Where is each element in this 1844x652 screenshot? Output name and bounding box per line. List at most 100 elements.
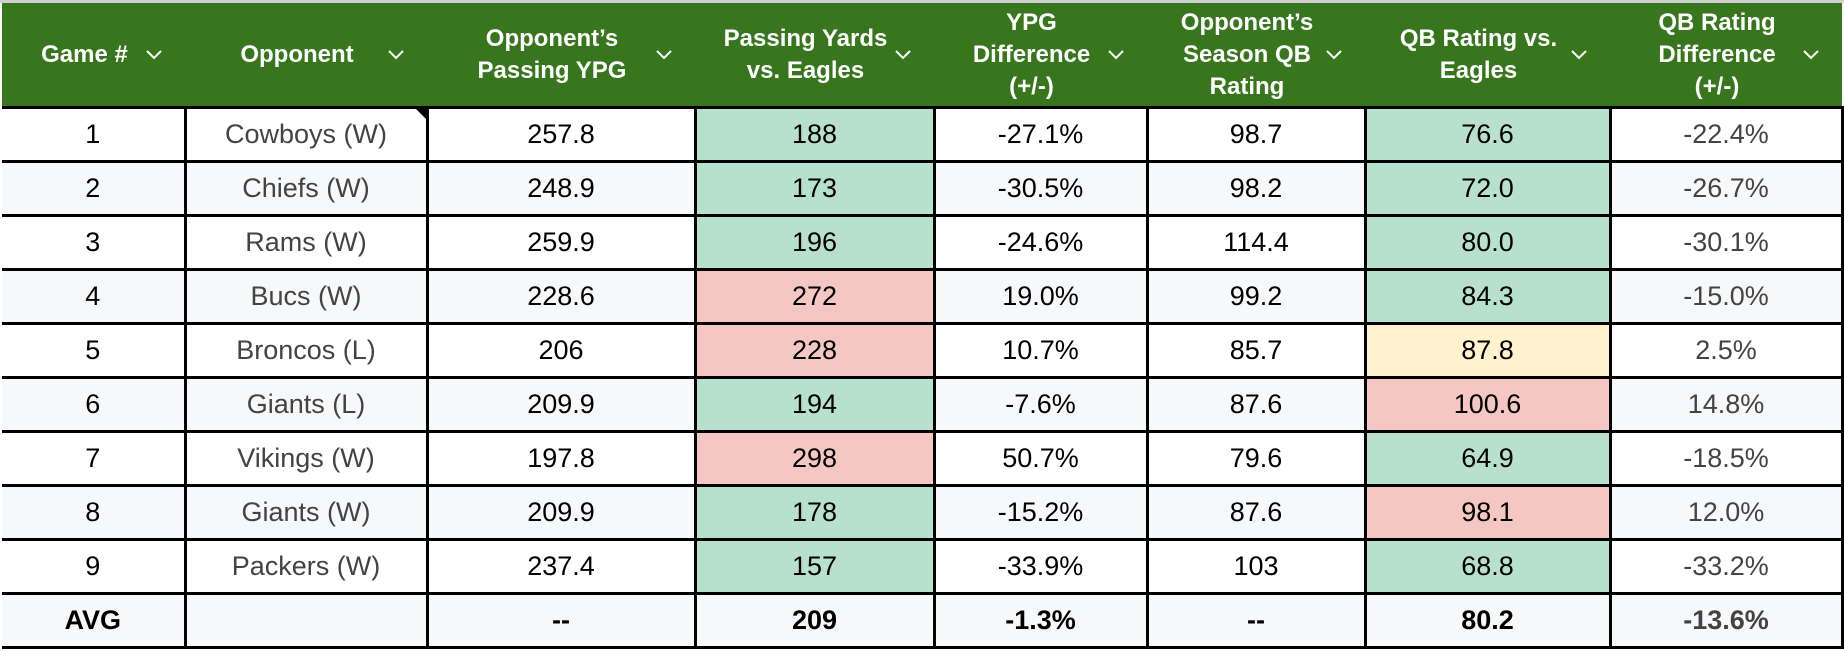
- cell-ypg-difference[interactable]: -30.5%: [932, 160, 1149, 217]
- cell-qb-rating-vs-eagles[interactable]: 80.0: [1363, 214, 1612, 271]
- cell-game-number[interactable]: 8: [2, 484, 187, 541]
- cell-game-number[interactable]: 4: [2, 268, 187, 325]
- cell-game-number[interactable]: 1: [2, 106, 187, 163]
- cell-game-number[interactable]: 6: [2, 376, 187, 433]
- table-row: 9 Packers (W) 237.4 157 -33.9% 103 68.8 -33.2%: [2, 538, 1844, 595]
- stats-table: Game # Opponent Opponent’s Passing YPG P…: [2, 3, 1844, 649]
- cell-qb-rating-difference[interactable]: -30.1%: [1608, 214, 1844, 271]
- cell-opponent[interactable]: Rams (W): [183, 214, 429, 271]
- cell-opponent-season-qb-rating[interactable]: 98.2: [1145, 160, 1367, 217]
- cell-opponent[interactable]: Chiefs (W): [183, 160, 429, 217]
- cell-avg-opponent-season-qb-rating[interactable]: --: [1145, 592, 1367, 649]
- cell-game-number[interactable]: 5: [2, 322, 187, 379]
- cell-qb-rating-difference[interactable]: -15.0%: [1608, 268, 1844, 325]
- cell-qb-rating-difference[interactable]: -26.7%: [1608, 160, 1844, 217]
- cell-opponent-passing-ypg[interactable]: 237.4: [425, 538, 697, 595]
- cell-opponent[interactable]: Packers (W): [183, 538, 429, 595]
- cell-passing-yards-vs-eagles[interactable]: 173: [693, 160, 936, 217]
- cell-opponent-passing-ypg[interactable]: 209.9: [425, 484, 697, 541]
- cell-ypg-difference[interactable]: -15.2%: [932, 484, 1149, 541]
- column-header-qb-rating-vs-eagles[interactable]: QB Rating vs. Eagles: [1365, 3, 1610, 109]
- cell-qb-rating-vs-eagles[interactable]: 72.0: [1363, 160, 1612, 217]
- chevron-down-icon[interactable]: [1570, 48, 1588, 62]
- cell-opponent-passing-ypg[interactable]: 209.9: [425, 376, 697, 433]
- column-header-qb-rating-difference[interactable]: QB Rating Difference (+/-): [1610, 3, 1842, 109]
- cell-opponent-season-qb-rating[interactable]: 103: [1145, 538, 1367, 595]
- cell-game-number[interactable]: 3: [2, 214, 187, 271]
- cell-avg-qb-rating-difference[interactable]: -13.6%: [1608, 592, 1844, 649]
- cell-ypg-difference[interactable]: -24.6%: [932, 214, 1149, 271]
- cell-avg-ypg-difference[interactable]: -1.3%: [932, 592, 1149, 649]
- cell-opponent-season-qb-rating[interactable]: 114.4: [1145, 214, 1367, 271]
- cell-opponent-passing-ypg[interactable]: 206: [425, 322, 697, 379]
- cell-opponent-passing-ypg[interactable]: 228.6: [425, 268, 697, 325]
- cell-ypg-difference[interactable]: -7.6%: [932, 376, 1149, 433]
- chevron-down-icon[interactable]: [1107, 48, 1125, 62]
- cell-qb-rating-vs-eagles[interactable]: 100.6: [1363, 376, 1612, 433]
- cell-passing-yards-vs-eagles[interactable]: 194: [693, 376, 936, 433]
- chevron-down-icon[interactable]: [145, 48, 163, 62]
- cell-game-number[interactable]: 2: [2, 160, 187, 217]
- cell-opponent[interactable]: Giants (L): [183, 376, 429, 433]
- cell-passing-yards-vs-eagles[interactable]: 228: [693, 322, 936, 379]
- cell-qb-rating-difference[interactable]: -22.4%: [1608, 106, 1844, 163]
- cell-opponent-passing-ypg[interactable]: 259.9: [425, 214, 697, 271]
- chevron-down-icon[interactable]: [1802, 48, 1820, 62]
- cell-ypg-difference[interactable]: 50.7%: [932, 430, 1149, 487]
- column-header-game[interactable]: Game #: [2, 3, 185, 109]
- cell-passing-yards-vs-eagles[interactable]: 178: [693, 484, 936, 541]
- cell-qb-rating-vs-eagles[interactable]: 68.8: [1363, 538, 1612, 595]
- cell-opponent-season-qb-rating[interactable]: 79.6: [1145, 430, 1367, 487]
- chevron-down-icon[interactable]: [387, 48, 405, 62]
- cell-qb-rating-difference[interactable]: -33.2%: [1608, 538, 1844, 595]
- cell-qb-rating-difference[interactable]: -18.5%: [1608, 430, 1844, 487]
- column-header-opponent[interactable]: Opponent: [185, 3, 427, 109]
- cell-qb-rating-difference[interactable]: 12.0%: [1608, 484, 1844, 541]
- column-header-passing-yards-vs-eagles[interactable]: Passing Yards vs. Eagles: [695, 3, 934, 109]
- cell-opponent[interactable]: Cowboys (W): [183, 106, 429, 163]
- column-header-ypg-difference[interactable]: YPG Difference (+/-): [934, 3, 1147, 109]
- cell-opponent[interactable]: Bucs (W): [183, 268, 429, 325]
- cell-avg-passing-yards-vs-eagles[interactable]: 209: [693, 592, 936, 649]
- cell-qb-rating-vs-eagles[interactable]: 84.3: [1363, 268, 1612, 325]
- chevron-down-icon[interactable]: [655, 48, 673, 62]
- cell-passing-yards-vs-eagles[interactable]: 272: [693, 268, 936, 325]
- cell-opponent[interactable]: Broncos (L): [183, 322, 429, 379]
- cell-qb-rating-vs-eagles[interactable]: 98.1: [1363, 484, 1612, 541]
- cell-passing-yards-vs-eagles[interactable]: 157: [693, 538, 936, 595]
- cell-passing-yards-vs-eagles[interactable]: 196: [693, 214, 936, 271]
- cell-passing-yards-vs-eagles[interactable]: 188: [693, 106, 936, 163]
- cell-ypg-difference[interactable]: -33.9%: [932, 538, 1149, 595]
- chevron-down-icon[interactable]: [1325, 48, 1343, 62]
- cell-opponent[interactable]: Giants (W): [183, 484, 429, 541]
- cell-ypg-difference[interactable]: -27.1%: [932, 106, 1149, 163]
- cell-opponent-passing-ypg[interactable]: 248.9: [425, 160, 697, 217]
- cell-opponent-season-qb-rating[interactable]: 85.7: [1145, 322, 1367, 379]
- cell-ypg-difference[interactable]: 19.0%: [932, 268, 1149, 325]
- cell-game-number[interactable]: 9: [2, 538, 187, 595]
- cell-opponent[interactable]: Vikings (W): [183, 430, 429, 487]
- sheet-top-edge: [0, 0, 1844, 3]
- cell-ypg-difference[interactable]: 10.7%: [932, 322, 1149, 379]
- cell-opponent-passing-ypg[interactable]: 197.8: [425, 430, 697, 487]
- cell-avg-opponent-passing-ypg[interactable]: --: [425, 592, 697, 649]
- cell-qb-rating-difference[interactable]: 2.5%: [1608, 322, 1844, 379]
- cell-qb-rating-difference[interactable]: 14.8%: [1608, 376, 1844, 433]
- cell-qb-rating-vs-eagles[interactable]: 87.8: [1363, 322, 1612, 379]
- cell-avg-opponent[interactable]: [183, 592, 429, 649]
- table-row: 7 Vikings (W) 197.8 298 50.7% 79.6 64.9 -18.5%: [2, 430, 1844, 487]
- cell-opponent-season-qb-rating[interactable]: 87.6: [1145, 484, 1367, 541]
- cell-game-number[interactable]: 7: [2, 430, 187, 487]
- cell-opponent-passing-ypg[interactable]: 257.8: [425, 106, 697, 163]
- column-header-opponent-passing-ypg[interactable]: Opponent’s Passing YPG: [427, 3, 695, 109]
- chevron-down-icon[interactable]: [894, 48, 912, 62]
- cell-opponent-season-qb-rating[interactable]: 99.2: [1145, 268, 1367, 325]
- cell-qb-rating-vs-eagles[interactable]: 76.6: [1363, 106, 1612, 163]
- cell-opponent-season-qb-rating[interactable]: 87.6: [1145, 376, 1367, 433]
- cell-avg-label[interactable]: AVG: [2, 592, 187, 649]
- cell-avg-qb-rating-vs-eagles[interactable]: 80.2: [1363, 592, 1612, 649]
- cell-qb-rating-vs-eagles[interactable]: 64.9: [1363, 430, 1612, 487]
- cell-passing-yards-vs-eagles[interactable]: 298: [693, 430, 936, 487]
- column-header-opponent-season-qb-rating[interactable]: Opponent’s Season QB Rating: [1147, 3, 1365, 109]
- cell-opponent-season-qb-rating[interactable]: 98.7: [1145, 106, 1367, 163]
